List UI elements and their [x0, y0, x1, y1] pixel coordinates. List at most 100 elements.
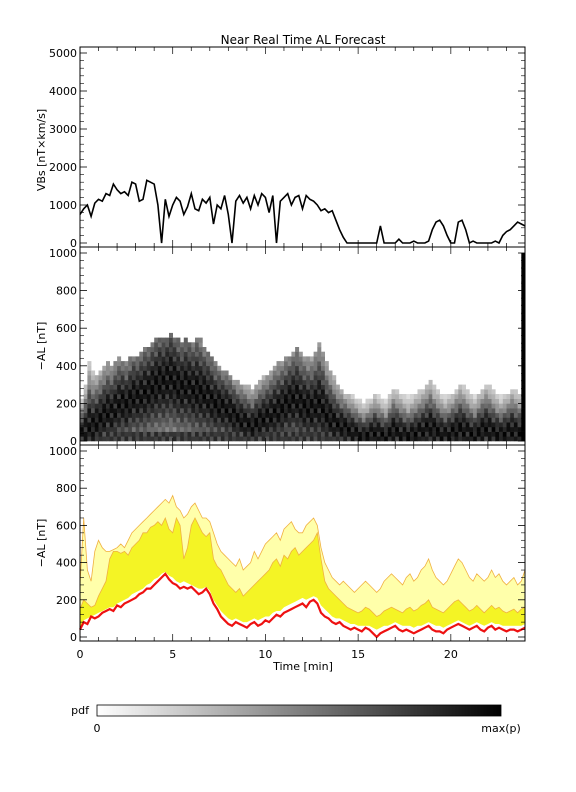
- heatmap-cell: [131, 384, 136, 390]
- heatmap-cell: [195, 351, 199, 357]
- heatmap-cell: [380, 398, 385, 404]
- heatmap-cell: [402, 394, 407, 399]
- heatmap-cell: [291, 379, 296, 385]
- heatmap-cell: [80, 412, 84, 418]
- heatmap-cell: [284, 394, 288, 399]
- heatmap-cell: [98, 398, 103, 404]
- heatmap-cell: [258, 379, 262, 385]
- heatmap-cell: [380, 403, 385, 409]
- heatmap-cell: [395, 422, 400, 428]
- heatmap-cell: [131, 365, 136, 371]
- heatmap-cell: [328, 384, 333, 390]
- heatmap-cell: [91, 431, 96, 437]
- heatmap-cell: [373, 431, 377, 437]
- heatmap-cell: [302, 389, 307, 395]
- heatmap-cell: [506, 412, 511, 418]
- heatmap-cell: [476, 398, 481, 404]
- heatmap-cell: [195, 375, 199, 381]
- heatmap-cell: [295, 356, 300, 362]
- heatmap-cell: [321, 426, 325, 432]
- heatmap-cell: [302, 403, 307, 409]
- heatmap-cell: [521, 403, 526, 409]
- heatmap-cell: [272, 389, 277, 395]
- heatmap-cell: [176, 361, 181, 367]
- heatmap-cell: [220, 394, 225, 399]
- heatmap-cell: [139, 379, 144, 385]
- heatmap-cell: [154, 426, 159, 432]
- heatmap-cell: [317, 361, 322, 367]
- heatmap-cell: [276, 394, 281, 399]
- heatmap-cell: [94, 375, 99, 381]
- heatmap-cell: [172, 422, 177, 428]
- heatmap-cell: [287, 379, 292, 385]
- heatmap-cell: [276, 431, 281, 437]
- heatmap-cell: [191, 408, 196, 414]
- heatmap-cell: [94, 412, 99, 418]
- heatmap-cell: [324, 365, 329, 371]
- heatmap-cell: [98, 379, 103, 385]
- heatmap-cell: [413, 412, 418, 418]
- heatmap-cell: [172, 436, 177, 442]
- heatmap-cell: [232, 379, 236, 385]
- heatmap-cell: [220, 379, 225, 385]
- heatmap-cell: [410, 403, 414, 409]
- heatmap-cell: [169, 394, 173, 399]
- heatmap-cell: [517, 412, 522, 418]
- heatmap-cell: [135, 365, 140, 371]
- heatmap-cell: [250, 412, 255, 418]
- heatmap-cell: [406, 417, 411, 423]
- heatmap-cell: [109, 431, 114, 437]
- heatmap-cell: [436, 431, 440, 437]
- heatmap-cell: [376, 394, 381, 399]
- heatmap-cell: [343, 412, 348, 418]
- heatmap-cell: [410, 398, 414, 404]
- heatmap-cell: [209, 408, 214, 414]
- heatmap-cell: [424, 394, 429, 399]
- heatmap-cell: [298, 351, 303, 357]
- heatmap-cell: [228, 412, 233, 418]
- heatmap-cell: [206, 422, 211, 428]
- heatmap-cell: [332, 426, 337, 432]
- heatmap-cell: [436, 412, 440, 418]
- heatmap-cell: [87, 426, 92, 432]
- heatmap-cell: [87, 412, 92, 418]
- heatmap-cell: [317, 389, 322, 395]
- heatmap-cell: [291, 398, 296, 404]
- heatmap-cell: [172, 347, 177, 352]
- heatmap-cell: [354, 403, 359, 409]
- heatmap-cell: [458, 384, 463, 390]
- heatmap-cell: [102, 398, 107, 404]
- heatmap-cell: [198, 370, 203, 376]
- heatmap-cell: [213, 365, 218, 371]
- heatmap-cell: [491, 403, 496, 409]
- heatmap-cell: [169, 384, 173, 390]
- heatmap-cell: [361, 403, 366, 409]
- heatmap-cell: [146, 356, 151, 362]
- heatmap-cell: [265, 375, 270, 381]
- heatmap-cell: [284, 426, 288, 432]
- heatmap-cell: [102, 431, 107, 437]
- heatmap-cell: [202, 347, 207, 352]
- heatmap-cell: [339, 426, 344, 432]
- heatmap-cell: [272, 403, 277, 409]
- heatmap-cell: [495, 398, 500, 404]
- heatmap-cell: [98, 394, 103, 399]
- heatmap-cell: [284, 384, 288, 390]
- heatmap-cell: [106, 379, 110, 385]
- heatmap-cell: [139, 389, 144, 395]
- heatmap-cell: [480, 436, 485, 442]
- heatmap-cell: [432, 408, 437, 414]
- heatmap-cell: [317, 351, 322, 357]
- heatmap-cell: [465, 412, 470, 418]
- heatmap-cell: [261, 422, 266, 428]
- heatmap-cell: [484, 408, 489, 414]
- heatmap-cell: [521, 285, 526, 291]
- heatmap-cell: [83, 436, 88, 442]
- heatmap-cell: [321, 389, 325, 395]
- heatmap-cell: [469, 417, 474, 423]
- heatmap-cell: [321, 356, 325, 362]
- heatmap-cell: [157, 412, 162, 418]
- heatmap-cell: [491, 398, 496, 404]
- heatmap-cell: [250, 426, 255, 432]
